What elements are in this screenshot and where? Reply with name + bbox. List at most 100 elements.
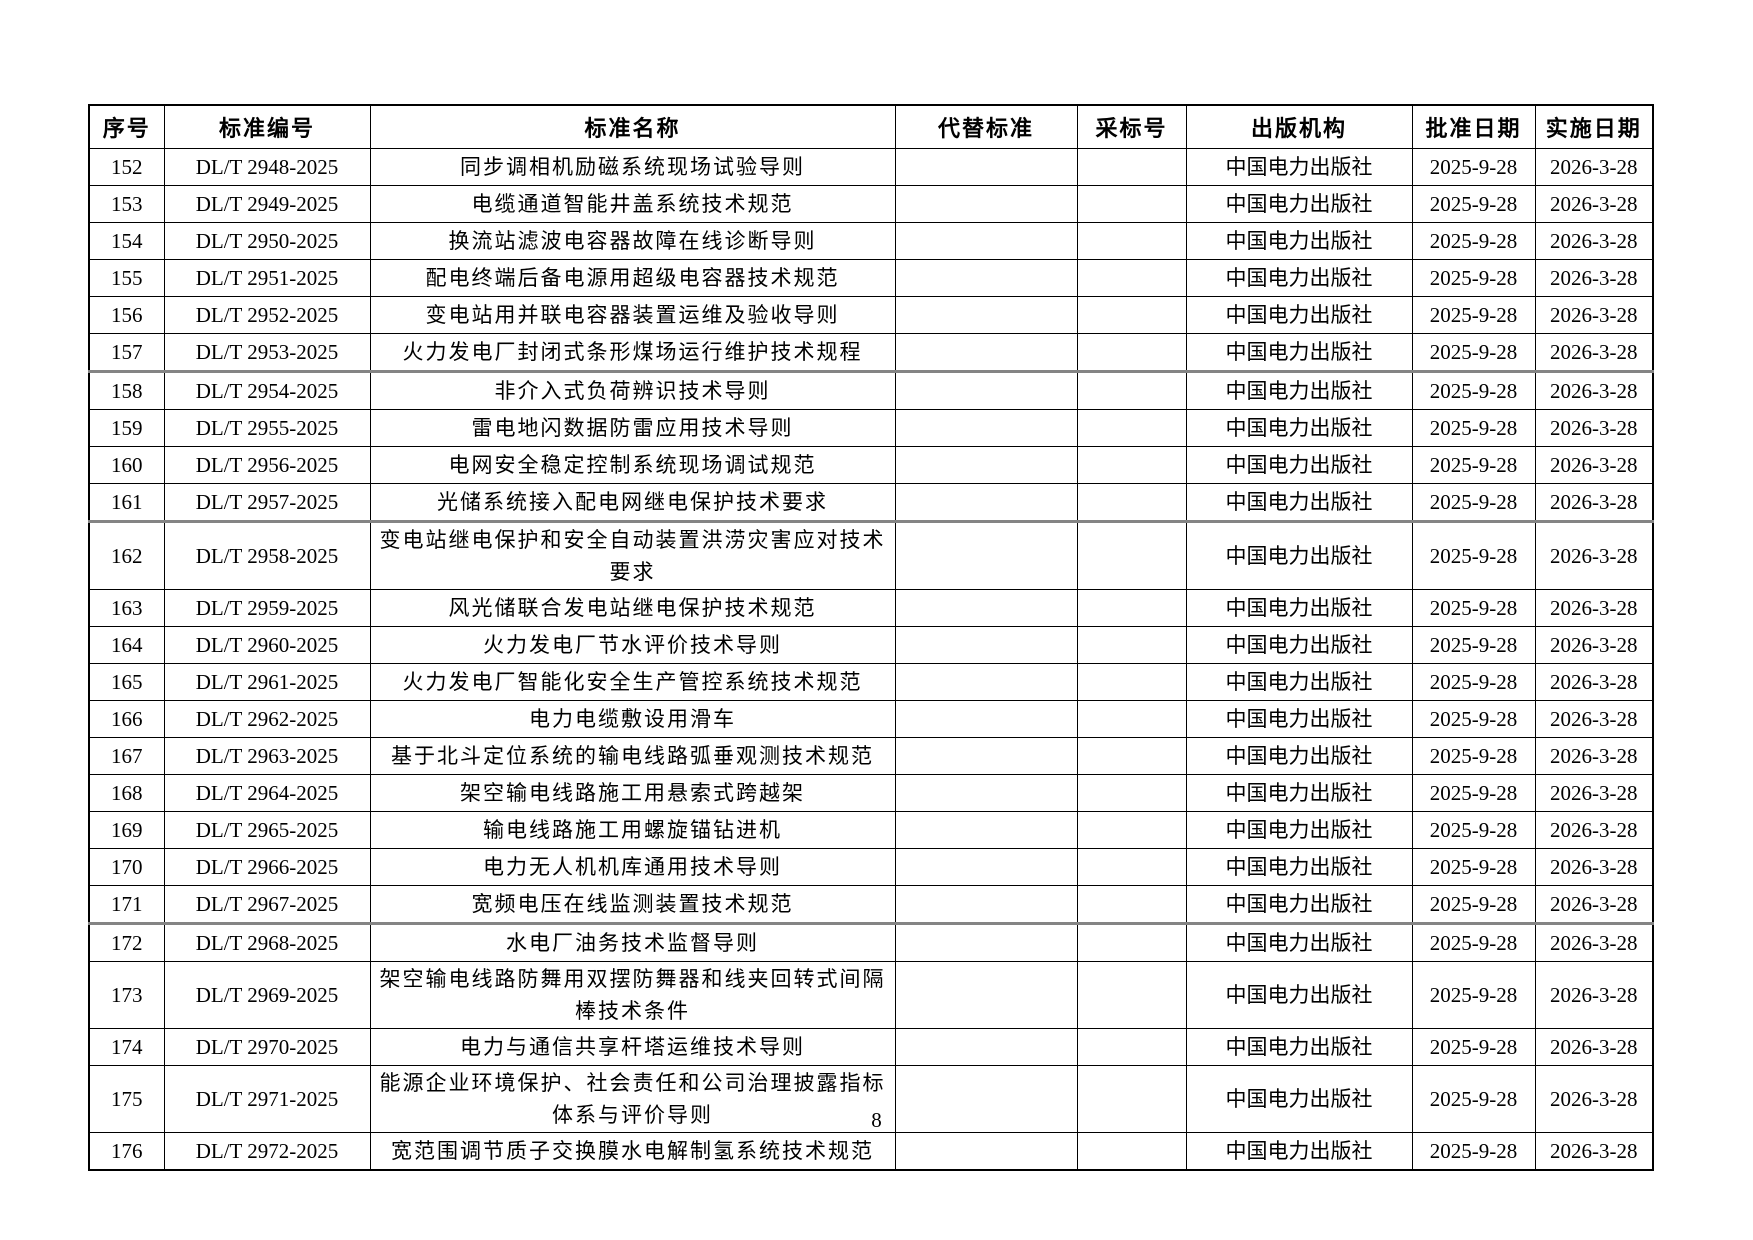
table-row: 152 DL/T 2948-2025 同步调相机励磁系统现场试验导则 中国电力出…: [88, 148, 1654, 186]
cell-name: 电力无人机机库通用技术导则: [369, 848, 896, 886]
cell-adopted: [1076, 700, 1187, 738]
cell-publisher: 中国电力出版社: [1185, 222, 1413, 260]
cell-name: 火力发电厂节水评价技术导则: [369, 626, 896, 664]
cell-name: 电缆通道智能井盖系统技术规范: [369, 185, 896, 223]
cell-code: DL/T 2965-2025: [163, 811, 371, 849]
table-row: 168 DL/T 2964-2025 架空输电线路施工用悬索式跨越架 中国电力出…: [88, 774, 1654, 812]
table-row: 161 DL/T 2957-2025 光储系统接入配电网继电保护技术要求 中国电…: [88, 483, 1654, 522]
cell-adopted: [1076, 296, 1187, 334]
cell-publisher: 中国电力出版社: [1185, 409, 1413, 447]
cell-code: DL/T 2951-2025: [163, 259, 371, 297]
cell-name: 同步调相机励磁系统现场试验导则: [369, 148, 896, 186]
cell-seq: 159: [88, 409, 165, 447]
cell-effective: 2026-3-28: [1534, 922, 1654, 962]
cell-effective: 2026-3-28: [1534, 1028, 1654, 1066]
cell-name: 能源企业环境保护、社会责任和公司治理披露指标体系与评价导则: [369, 1065, 896, 1133]
cell-replaces: [894, 148, 1078, 186]
cell-approved: 2025-9-28: [1411, 409, 1536, 447]
cell-name: 电网安全稳定控制系统现场调试规范: [369, 446, 896, 484]
cell-code: DL/T 2950-2025: [163, 222, 371, 260]
cell-publisher: 中国电力出版社: [1185, 370, 1413, 410]
cell-replaces: [894, 296, 1078, 334]
page-number: 8: [871, 1108, 882, 1132]
standards-table: 序号 标准编号 标准名称 代替标准 采标号 出版机构 批准日期 实施日期 152…: [88, 104, 1654, 1171]
header-seq: 序号: [88, 104, 165, 149]
cell-replaces: [894, 774, 1078, 812]
cell-code: DL/T 2963-2025: [163, 737, 371, 775]
cell-name: 变电站用并联电容器装置运维及验收导则: [369, 296, 896, 334]
cell-name: 宽频电压在线监测装置技术规范: [369, 885, 896, 924]
cell-approved: 2025-9-28: [1411, 520, 1536, 590]
cell-approved: 2025-9-28: [1411, 961, 1536, 1029]
cell-approved: 2025-9-28: [1411, 1132, 1536, 1171]
cell-replaces: [894, 483, 1078, 522]
cell-replaces: [894, 185, 1078, 223]
cell-approved: 2025-9-28: [1411, 333, 1536, 372]
header-effective: 实施日期: [1534, 104, 1654, 149]
cell-publisher: 中国电力出版社: [1185, 961, 1413, 1029]
cell-seq: 174: [88, 1028, 165, 1066]
cell-adopted: [1076, 663, 1187, 701]
cell-code: DL/T 2966-2025: [163, 848, 371, 886]
cell-code: DL/T 2953-2025: [163, 333, 371, 372]
cell-effective: 2026-3-28: [1534, 737, 1654, 775]
cell-effective: 2026-3-28: [1534, 222, 1654, 260]
cell-replaces: [894, 370, 1078, 410]
cell-adopted: [1076, 370, 1187, 410]
cell-replaces: [894, 1065, 1078, 1133]
cell-seq: 158: [88, 370, 165, 410]
cell-code: DL/T 2971-2025: [163, 1065, 371, 1133]
cell-seq: 155: [88, 259, 165, 297]
cell-effective: 2026-3-28: [1534, 259, 1654, 297]
cell-seq: 161: [88, 483, 165, 522]
table-row: 155 DL/T 2951-2025 配电终端后备电源用超级电容器技术规范 中国…: [88, 259, 1654, 297]
cell-seq: 166: [88, 700, 165, 738]
cell-adopted: [1076, 1065, 1187, 1133]
cell-name: 非介入式负荷辨识技术导则: [369, 370, 896, 410]
table-row: 167 DL/T 2963-2025 基于北斗定位系统的输电线路弧垂观测技术规范…: [88, 737, 1654, 775]
cell-name: 火力发电厂封闭式条形煤场运行维护技术规程: [369, 333, 896, 372]
cell-seq: 168: [88, 774, 165, 812]
cell-replaces: [894, 626, 1078, 664]
cell-seq: 160: [88, 446, 165, 484]
cell-publisher: 中国电力出版社: [1185, 589, 1413, 627]
cell-adopted: [1076, 520, 1187, 590]
cell-approved: 2025-9-28: [1411, 370, 1536, 410]
table-row: 173 DL/T 2969-2025 架空输电线路防舞用双摆防舞器和线夹回转式间…: [88, 961, 1654, 1029]
cell-adopted: [1076, 589, 1187, 627]
cell-replaces: [894, 259, 1078, 297]
cell-name: 宽范围调节质子交换膜水电解制氢系统技术规范: [369, 1132, 896, 1171]
cell-effective: 2026-3-28: [1534, 811, 1654, 849]
cell-adopted: [1076, 259, 1187, 297]
cell-adopted: [1076, 737, 1187, 775]
cell-seq: 165: [88, 663, 165, 701]
cell-replaces: [894, 922, 1078, 962]
cell-publisher: 中国电力出版社: [1185, 483, 1413, 522]
cell-approved: 2025-9-28: [1411, 222, 1536, 260]
cell-approved: 2025-9-28: [1411, 663, 1536, 701]
cell-code: DL/T 2957-2025: [163, 483, 371, 522]
cell-approved: 2025-9-28: [1411, 259, 1536, 297]
cell-adopted: [1076, 885, 1187, 924]
cell-publisher: 中国电力出版社: [1185, 185, 1413, 223]
cell-code: DL/T 2962-2025: [163, 700, 371, 738]
table-row: 171 DL/T 2967-2025 宽频电压在线监测装置技术规范 中国电力出版…: [88, 885, 1654, 924]
cell-adopted: [1076, 961, 1187, 1029]
cell-approved: 2025-9-28: [1411, 922, 1536, 962]
cell-code: DL/T 2958-2025: [163, 520, 371, 590]
cell-name: 风光储联合发电站继电保护技术规范: [369, 589, 896, 627]
cell-name: 光储系统接入配电网继电保护技术要求: [369, 483, 896, 522]
cell-publisher: 中国电力出版社: [1185, 1065, 1413, 1133]
cell-approved: 2025-9-28: [1411, 700, 1536, 738]
cell-approved: 2025-9-28: [1411, 774, 1536, 812]
cell-adopted: [1076, 1028, 1187, 1066]
cell-publisher: 中国电力出版社: [1185, 259, 1413, 297]
cell-seq: 164: [88, 626, 165, 664]
cell-code: DL/T 2952-2025: [163, 296, 371, 334]
cell-seq: 170: [88, 848, 165, 886]
cell-adopted: [1076, 811, 1187, 849]
cell-name: 电力电缆敷设用滑车: [369, 700, 896, 738]
cell-seq: 163: [88, 589, 165, 627]
table-row: 153 DL/T 2949-2025 电缆通道智能井盖系统技术规范 中国电力出版…: [88, 185, 1654, 223]
cell-name: 配电终端后备电源用超级电容器技术规范: [369, 259, 896, 297]
